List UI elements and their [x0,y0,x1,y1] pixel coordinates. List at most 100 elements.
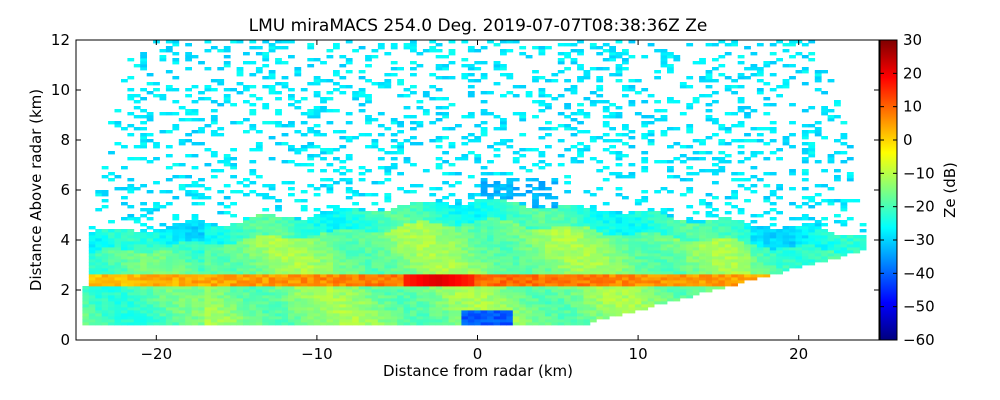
heat-cell [596,265,604,269]
heat-cell [487,40,494,44]
heat-cell [416,247,424,251]
heat-cell [750,175,758,179]
heat-cell [178,322,186,326]
heat-cell [390,235,398,239]
heat-cell [461,289,469,293]
heat-cell [133,145,141,149]
heat-cell [333,319,340,323]
heat-cell [397,271,404,275]
heat-cell [692,259,700,263]
heat-cell [724,262,732,266]
heat-cell [198,319,205,323]
heat-cell [339,253,347,257]
heat-cell [718,274,726,278]
heat-cell [686,187,694,191]
heat-cell [557,214,565,218]
heat-cell [686,286,694,290]
heat-cell [204,187,212,191]
heat-cell [564,262,571,266]
heat-cell [82,313,90,317]
heat-cell [570,160,578,164]
heat-cell [217,250,225,254]
heat-cell [127,217,135,221]
heat-cell [641,256,649,260]
heat-cell [435,247,443,251]
heat-cell [307,232,315,236]
heat-cell [577,103,584,107]
heat-cell [673,253,681,257]
heat-cell [519,268,527,272]
heat-cell [249,253,257,257]
heat-cell [230,250,237,254]
heat-cell [397,316,404,320]
heat-cell [660,232,668,236]
heat-cell [358,238,366,242]
heat-cell [551,256,559,260]
heat-cell [705,271,713,275]
heat-cell [88,265,96,269]
heat-cell [750,244,758,248]
heat-cell [467,85,475,89]
heat-cell [448,262,456,266]
heat-cell [255,232,263,236]
heat-cell [500,253,507,257]
heat-cell [557,316,565,320]
heat-cell [622,274,629,278]
heat-cell [268,268,276,272]
heat-cell [564,220,571,224]
heat-cell [352,49,359,53]
heat-cell [596,277,604,281]
heat-cell [159,268,167,272]
heat-cell [384,292,392,296]
heat-cell [121,322,128,326]
heat-cell [114,187,122,191]
heat-cell [602,49,610,53]
heat-cell [153,142,160,146]
heat-cell [101,193,109,197]
heat-cell [660,187,668,191]
heat-cell [487,265,494,269]
heat-cell [679,277,687,281]
heat-cell [345,292,353,296]
heat-cell [333,310,340,314]
heat-cell [448,235,456,239]
heat-cell [204,238,212,242]
heat-cell [538,322,546,326]
heat-cell [525,211,533,215]
heat-cell [673,292,681,296]
heat-cell [249,304,257,308]
heat-cell [204,235,212,239]
heat-cell [352,256,359,260]
heat-cell [255,214,263,218]
heat-cell [313,235,321,239]
heat-cell [628,289,636,293]
heat-cell [667,52,674,56]
heat-cell [300,274,308,278]
heat-cell [88,292,96,296]
heat-cell [358,244,366,248]
heat-cell [281,298,289,302]
heat-cell [615,244,623,248]
heat-cell [185,322,192,326]
heat-cell [365,100,372,104]
heat-cell [230,304,237,308]
heat-cell [281,322,289,326]
heat-cell [724,244,732,248]
heat-cell [480,214,488,218]
heat-cell [204,88,212,92]
heat-cell [667,250,674,254]
heat-cell [345,157,353,161]
heat-cell [300,88,308,92]
heat-cell [121,301,128,305]
heat-cell [442,268,449,272]
heat-cell [326,280,334,284]
heat-cell [647,268,655,272]
heat-cell [487,202,494,206]
heat-cell [705,211,713,215]
heat-cell [198,223,205,227]
heat-cell [140,244,147,248]
heat-cell [628,307,636,311]
heat-cell [474,274,482,278]
heat-cell [371,277,379,281]
heat-cell [268,241,276,245]
